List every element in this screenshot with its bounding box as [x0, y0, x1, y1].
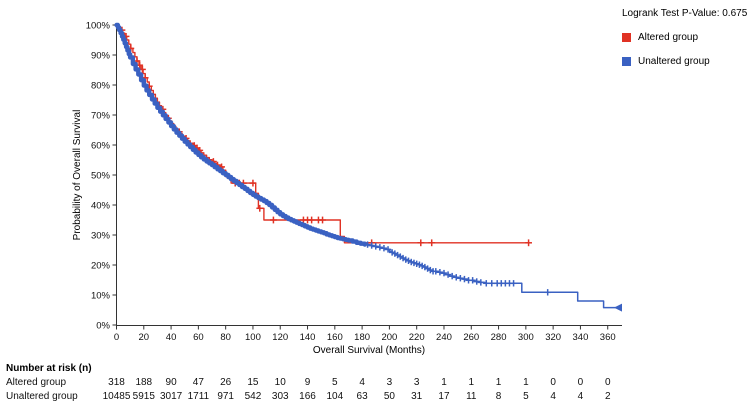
- x-tick-label: 240: [436, 332, 452, 343]
- risk-value: 5915: [132, 391, 155, 402]
- y-tick-label: 30%: [91, 231, 111, 242]
- risk-value: 0: [577, 377, 584, 388]
- y-axis-title: Probability of Overall Survival: [72, 110, 83, 241]
- x-tick-label: 180: [354, 332, 370, 343]
- risk-value: 10: [274, 377, 286, 388]
- x-tick-label: 340: [573, 332, 589, 343]
- unaltered-swatch-icon: [622, 57, 631, 66]
- risk-row-label-altered: Altered group: [6, 377, 67, 388]
- risk-value: 15: [247, 377, 259, 388]
- x-tick-label: 20: [139, 332, 150, 343]
- legend: Logrank Test P-Value: 0.675 Altered grou…: [622, 8, 747, 67]
- y-tick-label: 100%: [86, 21, 111, 32]
- risk-value: 4: [577, 391, 584, 402]
- x-tick-label: 140: [300, 332, 316, 343]
- logrank-pvalue: Logrank Test P-Value: 0.675: [622, 8, 748, 19]
- risk-value: 3: [413, 377, 420, 388]
- x-tick-label: 160: [327, 332, 343, 343]
- x-tick-label: 200: [381, 332, 397, 343]
- y-tick-label: 80%: [91, 81, 111, 92]
- x-tick-label: 60: [193, 332, 204, 343]
- x-tick-label: 260: [463, 332, 479, 343]
- km-plot: 0% 10% 20% 30% 40% 50% 60% 70% 80% 90% 100% 0 20 40 60…: [72, 21, 623, 356]
- x-tick-label: 280: [491, 332, 507, 343]
- legend-label-altered: Altered group: [638, 32, 699, 43]
- risk-value: 1: [468, 377, 475, 388]
- y-tick-label: 50%: [91, 171, 111, 182]
- risk-value: 11: [466, 391, 477, 402]
- legend-item-altered: Altered group: [622, 32, 747, 43]
- risk-value: 8: [495, 391, 502, 402]
- risk-value: 26: [220, 377, 232, 388]
- risk-row-label-unaltered: Unaltered group: [6, 391, 78, 402]
- x-axis-title: Overall Survival (Months): [313, 345, 425, 356]
- x-tick-label: 360: [600, 332, 616, 343]
- y-tick-label: 40%: [91, 201, 111, 212]
- risk-value: 9: [304, 377, 311, 388]
- y-tick-label: 70%: [91, 111, 111, 122]
- risk-value: 63: [356, 391, 368, 402]
- x-tick-label: 0: [114, 332, 119, 343]
- legend-label-unaltered: Unaltered group: [638, 56, 710, 67]
- risk-value: 166: [299, 391, 316, 402]
- legend-item-unaltered: Unaltered group: [622, 56, 747, 67]
- x-tick-label: 300: [518, 332, 534, 343]
- unaltered-curve-thick: [114, 22, 367, 247]
- x-tick-label: 80: [220, 332, 231, 343]
- risk-value: 1: [441, 377, 447, 388]
- y-tick-label: 0%: [96, 321, 110, 332]
- x-tick-label: 40: [166, 332, 177, 343]
- x-tick-label: 220: [409, 332, 425, 343]
- y-tick-label: 10%: [91, 291, 111, 302]
- risk-value: 1: [495, 377, 502, 388]
- risk-value: 971: [217, 391, 234, 402]
- risk-value: 0: [604, 377, 611, 388]
- risk-value: 542: [244, 391, 262, 402]
- risk-value: 17: [438, 391, 450, 402]
- unaltered-curve: [364, 243, 620, 309]
- risk-value: 0: [550, 377, 556, 388]
- unaltered-end-censor-arrow: [614, 303, 623, 312]
- y-tick-label: 60%: [91, 141, 111, 152]
- x-tick-label: 100: [245, 332, 261, 343]
- risk-value: 1: [523, 377, 529, 388]
- altered-swatch-icon: [622, 33, 631, 42]
- risk-value: 90: [165, 377, 177, 388]
- y-tick-label: 90%: [91, 51, 111, 62]
- risk-value: 47: [192, 377, 204, 388]
- risk-value: 2: [604, 391, 611, 402]
- risk-value: 3: [386, 377, 393, 388]
- x-tick-label: 120: [272, 332, 288, 343]
- x-tick-label: 320: [545, 332, 561, 343]
- risk-value: 3017: [159, 391, 183, 402]
- risk-table-title: Number at risk (n): [6, 363, 92, 374]
- risk-value: 303: [271, 391, 289, 402]
- risk-value: 188: [135, 377, 153, 388]
- y-tick-label: 20%: [91, 261, 111, 272]
- risk-value: 5: [332, 377, 338, 388]
- risk-value: 318: [108, 377, 125, 388]
- risk-value: 50: [383, 391, 395, 402]
- risk-value: 5: [523, 391, 529, 402]
- risk-value: 4: [359, 377, 365, 388]
- risk-value: 4: [550, 391, 556, 402]
- risk-value: 10485: [102, 391, 131, 402]
- risk-value: 31: [411, 391, 423, 402]
- risk-value: 1711: [187, 391, 210, 402]
- risk-value: 104: [326, 391, 344, 402]
